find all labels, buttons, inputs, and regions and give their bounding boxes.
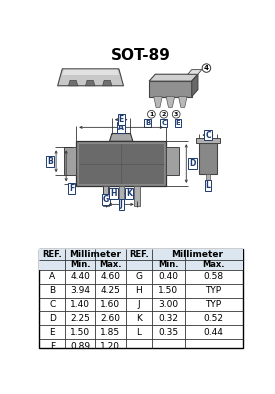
- Text: A: A: [49, 272, 55, 281]
- Text: B: B: [145, 120, 150, 126]
- Text: C: C: [161, 120, 166, 126]
- Text: L: L: [136, 328, 142, 337]
- FancyBboxPatch shape: [39, 249, 126, 260]
- Text: TYP: TYP: [205, 300, 221, 309]
- Polygon shape: [86, 80, 95, 86]
- Text: D: D: [49, 314, 56, 323]
- Text: L: L: [205, 181, 210, 190]
- Text: K: K: [136, 314, 142, 323]
- Text: 0.52: 0.52: [204, 314, 223, 323]
- Text: B: B: [49, 286, 55, 295]
- Text: 1: 1: [149, 112, 153, 117]
- FancyBboxPatch shape: [119, 186, 124, 206]
- Text: 4.60: 4.60: [100, 272, 120, 281]
- Circle shape: [202, 64, 211, 72]
- Text: Min.: Min.: [70, 260, 90, 269]
- Text: C: C: [205, 130, 211, 139]
- Text: G: G: [136, 272, 142, 281]
- Polygon shape: [109, 134, 133, 141]
- Text: B: B: [47, 157, 53, 166]
- Polygon shape: [62, 70, 119, 75]
- Text: Max.: Max.: [202, 260, 225, 269]
- FancyBboxPatch shape: [79, 143, 164, 184]
- Text: F: F: [69, 184, 74, 193]
- Text: 2.60: 2.60: [100, 314, 120, 323]
- FancyBboxPatch shape: [166, 147, 178, 175]
- Text: 1.50: 1.50: [70, 328, 90, 337]
- Text: J: J: [138, 300, 140, 309]
- Text: 3.00: 3.00: [158, 300, 178, 309]
- Polygon shape: [154, 97, 162, 107]
- Text: Max.: Max.: [99, 260, 122, 269]
- Text: K: K: [126, 189, 132, 198]
- Text: SOT-89: SOT-89: [111, 48, 170, 63]
- Polygon shape: [103, 80, 112, 86]
- Text: E: E: [50, 328, 55, 337]
- Text: 0.40: 0.40: [158, 272, 178, 281]
- FancyBboxPatch shape: [39, 260, 243, 270]
- Text: 3: 3: [174, 112, 178, 117]
- Text: H: H: [110, 189, 117, 198]
- Text: Millimeter: Millimeter: [70, 250, 122, 259]
- Text: 1.85: 1.85: [100, 328, 120, 337]
- FancyBboxPatch shape: [206, 174, 210, 191]
- FancyBboxPatch shape: [39, 249, 243, 348]
- Text: 1.40: 1.40: [70, 300, 90, 309]
- Text: E: E: [175, 120, 180, 126]
- Text: 1.50: 1.50: [158, 286, 178, 295]
- Text: 4: 4: [204, 65, 209, 71]
- Text: E: E: [119, 115, 124, 124]
- Text: 0.58: 0.58: [203, 272, 224, 281]
- Polygon shape: [178, 97, 187, 107]
- Text: D: D: [189, 159, 196, 168]
- Text: G: G: [103, 195, 109, 204]
- FancyBboxPatch shape: [199, 143, 216, 174]
- Text: 1.60: 1.60: [100, 300, 120, 309]
- FancyBboxPatch shape: [134, 186, 140, 206]
- Circle shape: [172, 110, 180, 118]
- Polygon shape: [58, 69, 123, 86]
- FancyBboxPatch shape: [76, 141, 166, 186]
- Text: 2: 2: [162, 112, 166, 117]
- Text: REF.: REF.: [129, 250, 149, 259]
- Text: 2.25: 2.25: [70, 314, 90, 323]
- Polygon shape: [166, 97, 175, 107]
- FancyBboxPatch shape: [103, 186, 109, 206]
- Text: 0.35: 0.35: [158, 328, 178, 337]
- Text: 0.44: 0.44: [204, 328, 223, 337]
- Polygon shape: [149, 74, 198, 81]
- Text: 3.94: 3.94: [70, 286, 90, 295]
- Text: 4.40: 4.40: [70, 272, 90, 281]
- Text: J: J: [120, 200, 123, 209]
- Text: F: F: [50, 342, 55, 351]
- Circle shape: [147, 110, 155, 118]
- Polygon shape: [192, 74, 198, 97]
- Text: 1.20: 1.20: [100, 342, 120, 351]
- Text: 0.89: 0.89: [70, 342, 90, 351]
- Text: REF.: REF.: [42, 250, 62, 259]
- Circle shape: [160, 110, 168, 118]
- Text: A: A: [118, 123, 124, 132]
- Text: TYP: TYP: [205, 286, 221, 295]
- Text: 0.32: 0.32: [158, 314, 178, 323]
- Polygon shape: [196, 138, 220, 143]
- Polygon shape: [188, 70, 202, 74]
- FancyBboxPatch shape: [126, 249, 243, 260]
- FancyBboxPatch shape: [64, 147, 76, 175]
- Polygon shape: [68, 80, 78, 86]
- Polygon shape: [149, 81, 192, 97]
- Text: Min.: Min.: [158, 260, 179, 269]
- Text: C: C: [49, 300, 55, 309]
- Text: 4.25: 4.25: [100, 286, 120, 295]
- Text: Millimeter: Millimeter: [171, 250, 223, 259]
- Text: H: H: [136, 286, 142, 295]
